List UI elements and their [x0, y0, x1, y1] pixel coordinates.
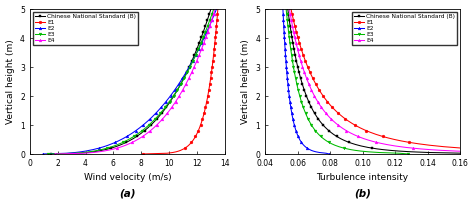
Line: E1: E1 — [141, 8, 219, 155]
Legend: Chinese National Standard (B), E1, E2, E3, E4: Chinese National Standard (B), E1, E2, E… — [352, 12, 457, 45]
E3 — [208, 15, 214, 18]
E1 — [201, 114, 206, 117]
E2 — [289, 114, 295, 117]
Legend: Chinese National Standard (B), E1, E2, E3, E4: Chinese National Standard (B), E1, E2, E… — [33, 12, 138, 45]
E2 — [292, 126, 298, 128]
E4 — [287, 8, 292, 10]
Text: (b): (b) — [354, 189, 371, 199]
Line: E3: E3 — [285, 8, 410, 155]
Y-axis label: Vertical height (m): Vertical height (m) — [6, 39, 15, 124]
E1 — [460, 147, 465, 149]
Chinese National Standard (B) — [206, 15, 211, 18]
E4 — [152, 126, 157, 128]
E2 — [214, 8, 219, 10]
E2 — [151, 114, 156, 117]
E3 — [283, 8, 289, 10]
E1 — [356, 126, 361, 128]
E1 — [197, 126, 203, 128]
E1 — [288, 8, 294, 10]
E3 — [332, 144, 338, 146]
E3 — [284, 20, 290, 23]
E2 — [301, 144, 307, 146]
E2 — [304, 147, 310, 149]
Line: Chinese National Standard (B): Chinese National Standard (B) — [50, 8, 212, 155]
E1 — [215, 8, 221, 10]
E1 — [140, 153, 146, 155]
E2 — [105, 144, 111, 146]
E2 — [210, 15, 216, 18]
E2 — [138, 126, 144, 128]
E3 — [310, 126, 316, 128]
E3 — [284, 15, 290, 18]
E1 — [291, 20, 297, 23]
E2 — [40, 153, 46, 155]
E3 — [341, 147, 347, 149]
Chinese National Standard (B) — [285, 8, 291, 10]
E4 — [114, 147, 120, 149]
Chinese National Standard (B) — [204, 20, 210, 23]
E1 — [290, 15, 295, 18]
Chinese National Standard (B) — [369, 147, 375, 149]
Chinese National Standard (B) — [157, 114, 163, 117]
E3 — [144, 126, 149, 128]
E2 — [96, 147, 102, 149]
E1 — [186, 144, 191, 146]
E4 — [325, 114, 330, 117]
Chinese National Standard (B) — [108, 147, 114, 149]
E4 — [52, 153, 58, 155]
E4 — [210, 15, 216, 18]
Chinese National Standard (B) — [286, 15, 292, 18]
Line: E3: E3 — [47, 8, 215, 155]
E4 — [163, 114, 168, 117]
E4 — [288, 15, 293, 18]
E1 — [427, 144, 432, 146]
E1 — [182, 147, 188, 149]
E3 — [104, 147, 110, 149]
E4 — [209, 20, 214, 23]
E4 — [388, 144, 393, 146]
X-axis label: Wind velocity (m/s): Wind velocity (m/s) — [83, 173, 171, 182]
E3 — [113, 144, 119, 146]
E2 — [281, 15, 286, 18]
Line: E4: E4 — [288, 8, 474, 155]
E4 — [212, 8, 218, 10]
E3 — [207, 20, 212, 23]
E4 — [410, 147, 415, 149]
E4 — [123, 144, 128, 146]
Chinese National Standard (B) — [146, 126, 152, 128]
E3 — [304, 114, 310, 117]
E3 — [406, 153, 411, 155]
Chinese National Standard (B) — [287, 20, 292, 23]
E4 — [338, 126, 344, 128]
Chinese National Standard (B) — [313, 114, 319, 117]
E1 — [214, 20, 219, 23]
E2 — [281, 20, 286, 23]
Line: E4: E4 — [54, 8, 217, 155]
E1 — [214, 15, 220, 18]
Y-axis label: Vertical height (m): Vertical height (m) — [241, 39, 250, 124]
E2 — [280, 8, 286, 10]
Text: (a): (a) — [119, 189, 136, 199]
Line: E2: E2 — [282, 8, 330, 155]
E3 — [155, 114, 161, 117]
E2 — [209, 20, 214, 23]
Chinese National Standard (B) — [117, 144, 122, 146]
E1 — [338, 114, 344, 117]
Line: E1: E1 — [290, 8, 474, 155]
Chinese National Standard (B) — [48, 153, 54, 155]
E4 — [289, 20, 294, 23]
E3 — [46, 153, 51, 155]
Line: E2: E2 — [42, 8, 218, 155]
E2 — [326, 153, 332, 155]
X-axis label: Turbulence intensity: Turbulence intensity — [317, 173, 409, 182]
Chinese National Standard (B) — [322, 126, 328, 128]
E3 — [211, 8, 217, 10]
Chinese National Standard (B) — [356, 144, 361, 146]
Line: Chinese National Standard (B): Chinese National Standard (B) — [286, 8, 474, 155]
Chinese National Standard (B) — [208, 8, 214, 10]
